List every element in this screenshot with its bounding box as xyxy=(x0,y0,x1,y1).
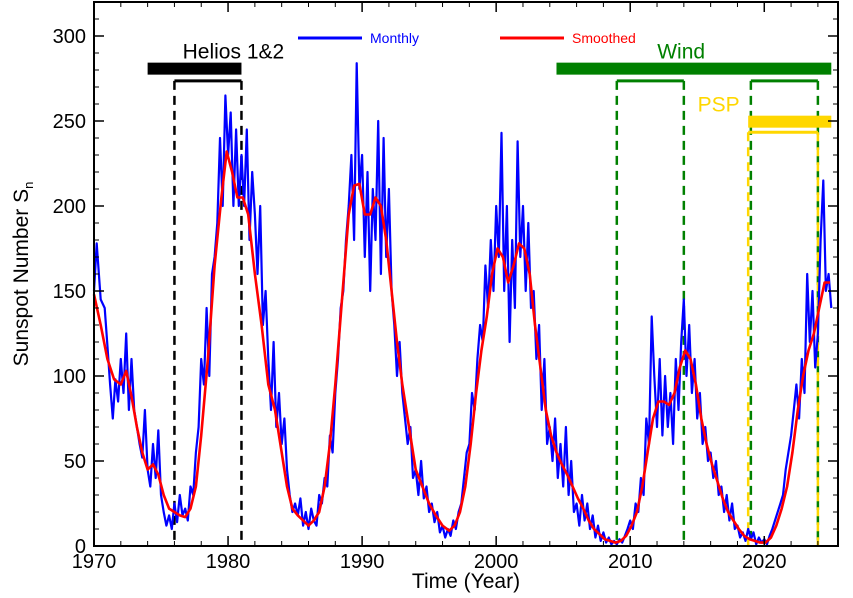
y-tick-label-150: 150 xyxy=(53,281,86,303)
y-tick-label-250: 250 xyxy=(53,111,86,133)
x-tick-label-1970: 1970 xyxy=(72,551,117,573)
y-axis-title: Sunspot Number Sn xyxy=(10,182,36,367)
span-label-wind: Wind xyxy=(657,41,705,64)
x-tick-label-1980: 1980 xyxy=(206,551,251,573)
span-label-psp: PSP xyxy=(698,94,740,117)
x-tick-label-2000: 2000 xyxy=(474,551,519,573)
legend-monthly-label: Monthly xyxy=(370,30,419,46)
axes: 1970 1980 1990 2000 2010 2020 0 50 100 150 200 250 3… xyxy=(53,2,838,573)
y-tick-label-300: 300 xyxy=(53,26,86,48)
x-axis-title: Time (Year) xyxy=(412,570,520,593)
series-line-smoothed xyxy=(92,150,830,544)
x-tick-label-2010: 2010 xyxy=(608,551,653,573)
y-axis-title-main: Sunspot Number S xyxy=(10,189,33,366)
x-tick-label-2020: 2020 xyxy=(742,551,787,573)
data-series xyxy=(92,62,833,546)
x-tick-label-1990: 1990 xyxy=(340,551,385,573)
series-line-monthly xyxy=(92,62,833,546)
span-label-helios-1-2: Helios 1&2 xyxy=(183,41,285,64)
y-tick-label-50: 50 xyxy=(64,451,86,473)
legend: Monthly Smoothed xyxy=(298,30,636,46)
span-bar-wind xyxy=(556,62,832,75)
span-bar-psp xyxy=(748,115,832,128)
y-tick-label-0: 0 xyxy=(75,536,86,558)
y-axis-title-subscript: n xyxy=(21,182,36,189)
span-bar-helios-1-2 xyxy=(147,62,242,75)
legend-smoothed-label: Smoothed xyxy=(572,30,636,46)
y-tick-label-200: 200 xyxy=(53,196,86,218)
y-tick-label-100: 100 xyxy=(53,366,86,388)
